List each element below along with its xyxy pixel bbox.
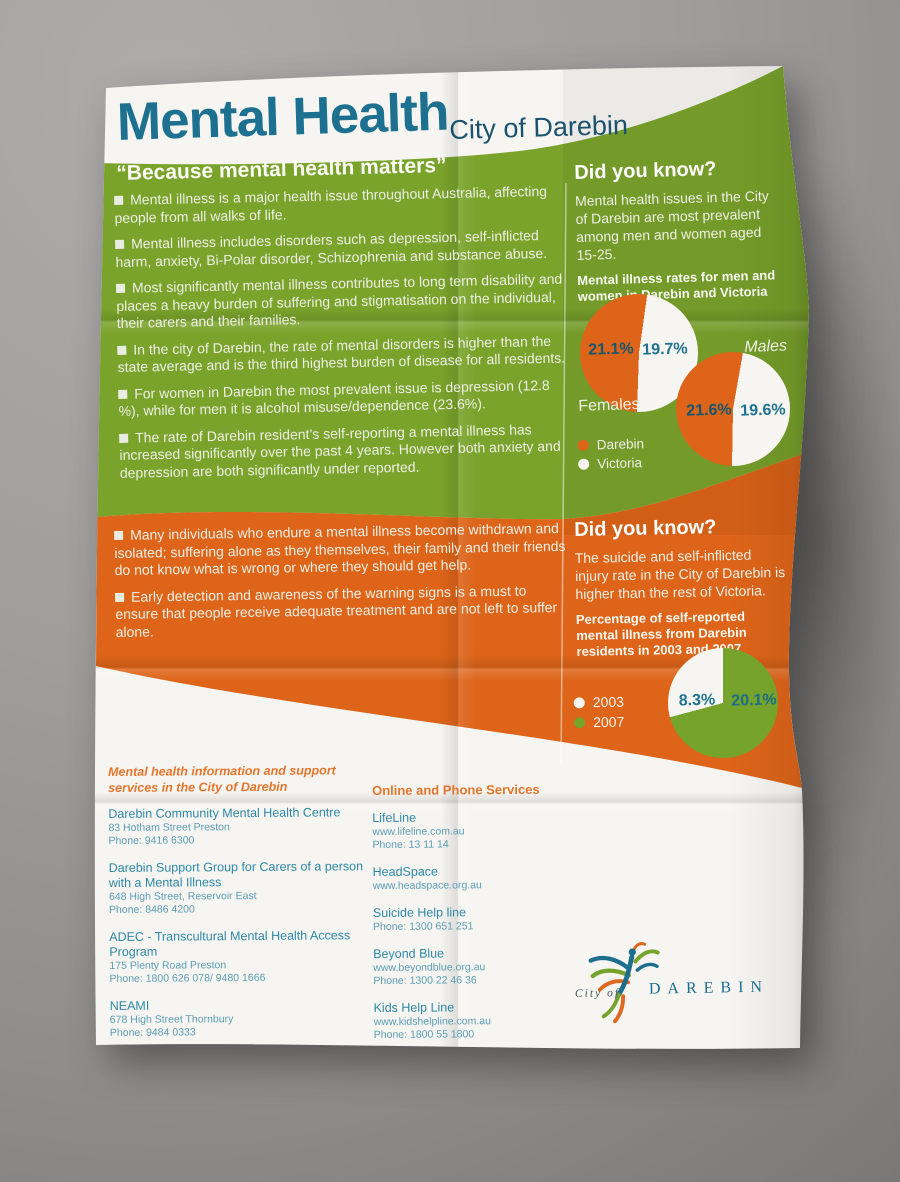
service-phone: Phone: 9484 0333 [109,1026,196,1039]
service-phone: Phone: 9416 6300 [108,834,195,847]
list-item: Mental illness is a major health issue t… [114,183,567,227]
pie-value-label: 19.6% [740,401,786,420]
did-you-know-heading: Did you know? [574,158,717,184]
service-phone: Phone: 1300 651 251 [372,919,474,933]
city-of-darebin-logo: City of DAREBIN [572,934,804,1033]
chart-title: Percentage of self-reported mental illne… [575,608,747,659]
bullet-square-icon [115,239,125,249]
list-item: Early detection and awareness of the war… [115,581,568,641]
service-entry: LifeLine www.lifeline.com.au Phone: 13 1… [372,809,572,851]
did-you-know-heading: Did you know? [574,516,717,541]
service-entry: Beyond Blue www.beyondblue.org.au Phone:… [373,945,573,987]
service-phone: Phone: 13 11 14 [372,837,449,851]
bullet-text: For women in Darebin the most prevalent … [118,376,550,419]
pie-value-label: 20.1% [731,691,777,710]
chart-title: Mental illness rates for men and women i… [577,267,776,304]
local-services-column: Mental health information and support se… [108,763,366,1053]
legend-dot-darebin-icon [577,439,589,451]
service-entry: Darebin Community Mental Health Centre 8… [108,805,364,848]
bullet-square-icon [115,283,126,293]
service-name: ADEC - Transcultural Mental Health Acces… [109,928,351,959]
service-name: Suicide Help line [372,904,467,920]
service-entry: ADEC - Transcultural Mental Health Acces… [109,928,365,986]
service-phone: Phone: 1800 55 1800 [373,1027,475,1041]
service-phone: Phone: 1300 22 46 36 [373,973,477,987]
years-pie-chart [668,648,778,758]
bullet-text: In the city of Darebin, the rate of ment… [117,332,566,375]
service-url: www.headspace.org.au [372,878,482,892]
list-item: The rate of Darebin resident’s self-repo… [119,420,572,482]
orange-bullet-list: Many individuals who endure a mental ill… [114,520,568,650]
online-services-heading: Online and Phone Services [372,781,540,798]
darebin-logo-bird-icon [588,942,660,1024]
list-item: Most significantly mental illness contri… [115,270,569,333]
page-title: Mental Health [116,82,450,152]
page-subtitle: City of Darebin [449,110,629,145]
service-entry: NEAMI 678 High Street Thornbury Phone: 9… [110,997,366,1040]
males-group-label: Males [744,337,788,356]
bullet-text: Most significantly mental illness contri… [116,270,563,331]
did-you-know-body: Mental health issues in the City of Dare… [574,187,770,263]
service-entry: HeadSpace www.headspace.org.au [373,863,573,892]
bullet-text: The rate of Darebin resident’s self-repo… [119,420,561,481]
pie-value-label: 19.7% [642,340,688,359]
service-name: Darebin Support Group for Carers of a pe… [108,859,364,890]
service-name: HeadSpace [372,864,438,879]
darebin-victoria-legend: Darebin Victoria [577,436,645,476]
bullet-text: Mental illness includes disorders such a… [115,227,548,270]
service-name: LifeLine [372,810,417,825]
legend-label: Darebin [596,436,645,453]
service-entry: Suicide Help line Phone: 1300 651 251 [373,904,573,933]
legend-row: Victoria [578,455,645,472]
logo-city-of-text: City of [574,987,621,1000]
legend-dot-victoria-icon [578,458,590,470]
logo-darebin-text: DAREBIN [648,978,770,998]
service-name: Kids Help Line [373,999,455,1015]
service-name: Beyond Blue [373,946,445,961]
legend-dot-2007-icon [574,716,586,728]
males-pie-chart [676,352,790,466]
legend-row: 2003 [573,693,625,711]
pie-value-label: 21.6% [686,401,732,420]
did-you-know-body: The suicide and self-inflicted injury ra… [574,546,786,602]
bullet-square-icon [115,592,125,602]
local-services-heading: Mental health information and support se… [108,763,336,795]
bullet-square-icon [117,345,127,355]
orange-did-you-know: Did you know? The suicide and self-infli… [574,515,789,660]
list-item: In the city of Darebin, the rate of ment… [117,332,570,376]
service-name: Darebin Community Mental Health Centre [108,805,341,821]
legend-label: Victoria [597,455,643,472]
green-did-you-know: Did you know? Mental health issues in th… [574,156,784,305]
list-item: Many individuals who endure a mental ill… [114,520,567,580]
center-fold [440,66,476,1049]
service-entry: Darebin Support Group for Carers of a pe… [109,859,365,917]
legend-dot-2003-icon [573,696,585,708]
bullet-text: Many individuals who endure a mental ill… [114,520,566,578]
legend-label: 2003 [592,693,625,711]
green-section-heading: “Because mental health matters” [116,153,447,185]
bullet-square-icon [119,433,129,443]
legend-label: 2007 [593,713,625,731]
bullet-text: Early detection and awareness of the war… [115,582,558,640]
online-services-column: Online and Phone Services LifeLine www.l… [372,782,574,1055]
legend-row: Darebin [577,436,645,453]
pie-value-label: 8.3% [678,691,716,710]
females-group-label: Females [578,395,640,415]
green-bullet-list: Mental illness is a major health issue t… [114,183,572,491]
bullet-square-icon [114,530,124,540]
legend-row: 2007 [574,714,624,731]
bullet-square-icon [118,389,128,399]
service-entry: Kids Help Line www.kidshelpline.com.au P… [374,999,574,1041]
list-item: For women in Darebin the most prevalent … [118,376,571,420]
bullet-square-icon [114,195,124,205]
list-item: Mental illness includes disorders such a… [115,227,568,271]
pie-value-label: 21.1% [588,340,634,359]
bullet-text: Mental illness is a major health issue t… [114,182,548,226]
service-phone: Phone: 1800 626 078/ 9480 1666 [109,971,266,985]
service-phone: Phone: 8486 4200 [108,903,195,916]
years-legend: 2003 2007 [573,693,625,735]
